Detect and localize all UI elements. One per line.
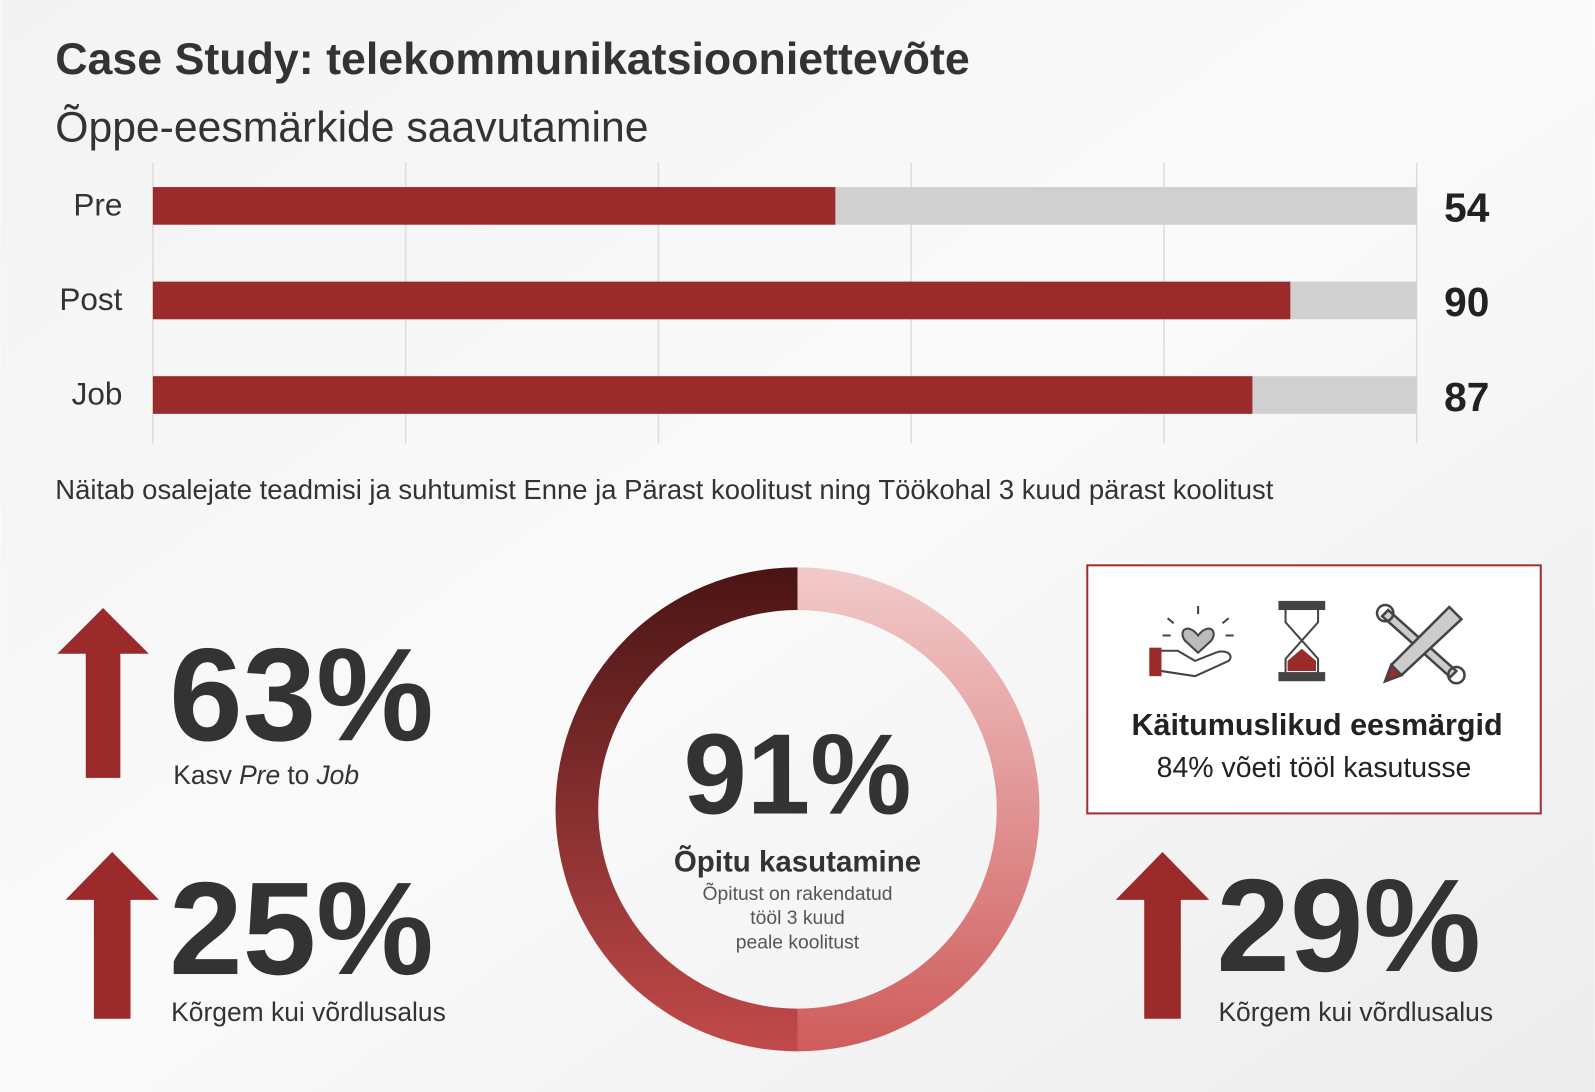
icon-tools <box>1375 603 1466 685</box>
icon-hourglass <box>1278 600 1326 682</box>
box-title: Käitumuslikud eesmärgid <box>1131 708 1502 742</box>
stat-value: 63% <box>169 621 434 769</box>
bar <box>152 376 1253 414</box>
stat-value: 25% <box>169 855 434 1003</box>
value-label: 54 <box>1444 185 1490 231</box>
caption: Näitab osalejate teadmisi ja suhtumist E… <box>55 474 1273 505</box>
donut-line: peale koolitust <box>736 933 860 954</box>
donut-line: Õpitust on rakendatud <box>703 881 893 905</box>
donut-title: Õpitu kasutamine <box>674 844 921 878</box>
label-part: Job <box>315 760 359 790</box>
up-arrow <box>65 852 159 1019</box>
donut-left <box>555 567 798 1052</box>
category-label: Pre <box>73 187 122 223</box>
stat-label: Kõrgem kui võrdlusalus <box>171 997 446 1027</box>
box-text: 84% võeti tööl kasutusse <box>1157 752 1472 784</box>
donut-right <box>797 567 1040 1052</box>
value-label: 87 <box>1444 374 1489 420</box>
bar-chart: Pre 54 Post 90 Job 87 <box>59 162 1490 444</box>
donut-line: tööl 3 kuud <box>750 908 844 929</box>
bar <box>152 187 836 225</box>
category-label: Post <box>59 281 122 317</box>
label-part: Kasv <box>173 760 233 790</box>
title: Case Study: telekommunikatsiooniettevõte <box>55 35 969 84</box>
label-part: Pre <box>239 760 280 790</box>
bar <box>152 281 1291 320</box>
category-label: Job <box>72 376 123 412</box>
stat-value: 29% <box>1216 852 1481 1000</box>
label-part: Kõrgem kui võrdlusalus <box>171 997 446 1027</box>
up-arrow <box>1115 852 1210 1019</box>
up-arrow <box>57 608 149 778</box>
label-part: Kõrgem kui võrdlusalus <box>1218 997 1493 1027</box>
stat-label: Kõrgem kui võrdlusalus <box>1218 997 1493 1027</box>
donut-value: 91% <box>684 711 912 838</box>
subtitle: Õppe-eesmärkide saavutamine <box>55 103 648 151</box>
icon-heart-hand <box>1149 605 1234 678</box>
stat-label: Kasv Pre to Job <box>173 760 359 790</box>
label-part: to <box>287 760 309 790</box>
value-label: 90 <box>1444 279 1489 325</box>
